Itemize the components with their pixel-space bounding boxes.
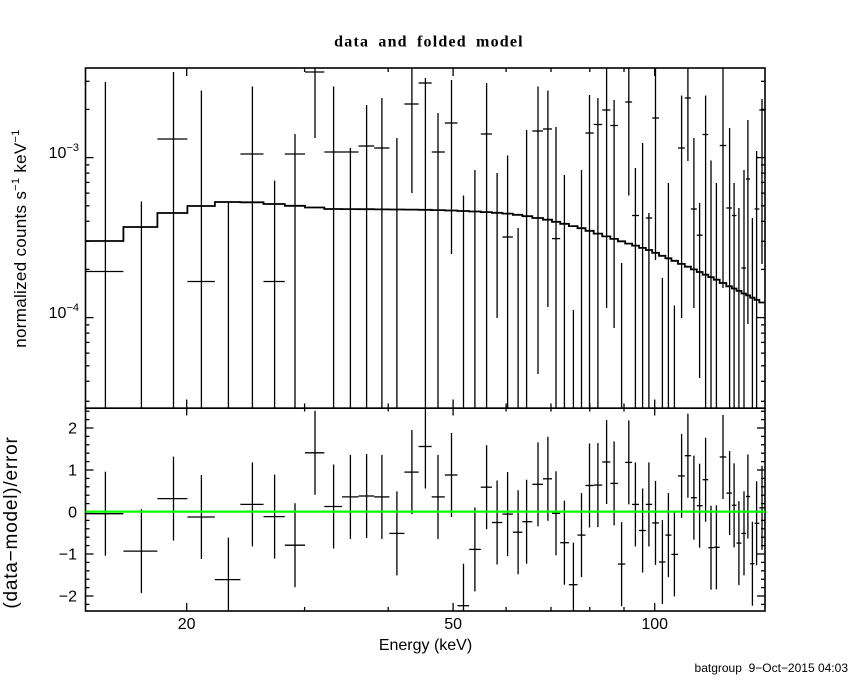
svg-text:50: 50 — [444, 616, 462, 633]
svg-text:(data−model)/error: (data−model)/error — [1, 436, 22, 608]
svg-text:100: 100 — [641, 616, 668, 633]
svg-text:20: 20 — [178, 616, 196, 633]
svg-text:batgroup 9−Oct−2015 04:03: batgroup 9−Oct−2015 04:03 — [695, 661, 849, 675]
svg-text:normalized counts s−1 keV−1: normalized counts s−1 keV−1 — [10, 129, 30, 347]
svg-text:2: 2 — [68, 421, 77, 438]
svg-text:−1: −1 — [59, 547, 77, 564]
svg-text:−2: −2 — [59, 589, 77, 606]
svg-text:1: 1 — [68, 463, 77, 480]
svg-text:0: 0 — [68, 505, 77, 522]
svg-text:Energy (keV): Energy (keV) — [379, 637, 472, 654]
svg-text:data and folded model: data and folded model — [334, 34, 524, 51]
